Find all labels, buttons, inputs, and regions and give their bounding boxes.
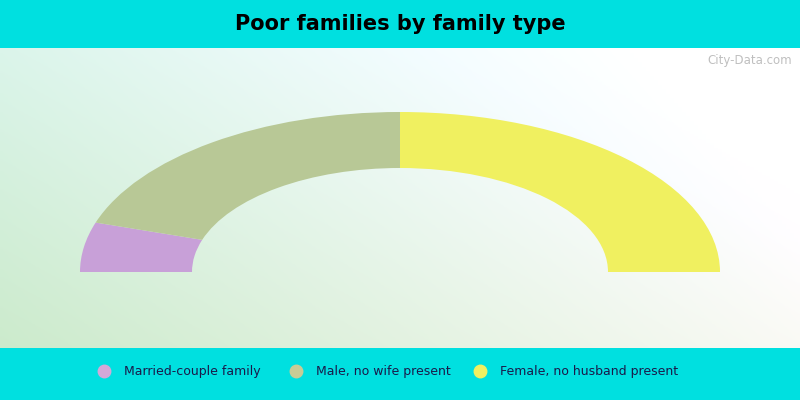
Text: City-Data.com: City-Data.com xyxy=(707,54,792,67)
Text: Poor families by family type: Poor families by family type xyxy=(234,14,566,34)
Text: Female, no husband present: Female, no husband present xyxy=(500,365,678,378)
Text: Male, no wife present: Male, no wife present xyxy=(316,365,450,378)
Wedge shape xyxy=(400,112,720,272)
Wedge shape xyxy=(80,222,202,272)
Text: Married-couple family: Married-couple family xyxy=(124,365,261,378)
Wedge shape xyxy=(96,112,400,240)
